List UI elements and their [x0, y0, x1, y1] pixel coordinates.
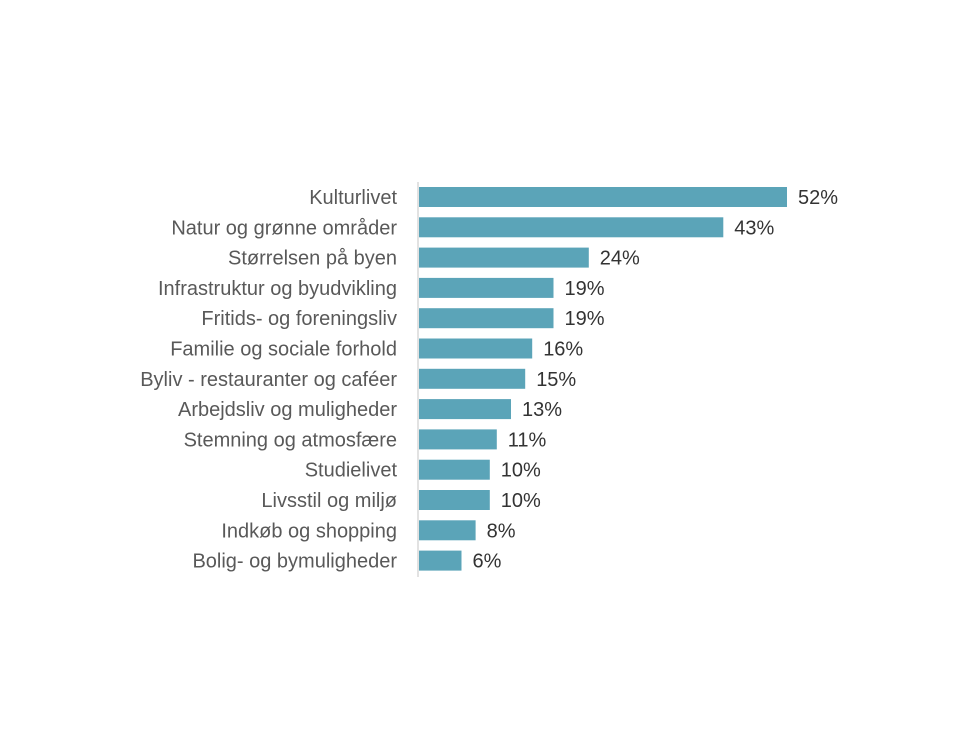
category-label: Familie og sociale forhold [170, 339, 397, 361]
value-label: 11% [508, 429, 547, 451]
category-label: Indkøb og shopping [221, 520, 397, 542]
value-label: 15% [536, 369, 576, 391]
category-label: Bolig- og bymuligheder [192, 551, 397, 573]
category-label: Livsstil og miljø [261, 490, 397, 512]
category-label: Arbejdsliv og muligheder [178, 399, 397, 421]
value-label: 19% [565, 308, 605, 330]
category-label: Studielivet [305, 460, 398, 482]
value-label: 52% [798, 187, 838, 209]
bar [419, 247, 589, 268]
category-label: Stemning og atmosfære [184, 429, 397, 451]
bar [419, 217, 724, 238]
category-label: Byliv - restauranter og caféer [140, 369, 397, 391]
value-label: 16% [543, 339, 583, 361]
category-label: Størrelsen på byen [228, 248, 397, 270]
category-label: Kulturlivet [309, 187, 397, 209]
bar [419, 308, 554, 329]
bar [419, 338, 533, 359]
bar [419, 399, 511, 420]
value-label: 19% [565, 278, 605, 300]
value-label: 8% [487, 520, 516, 542]
bar [419, 520, 476, 541]
bar [419, 277, 554, 298]
bar [419, 368, 526, 389]
bar [419, 429, 497, 450]
bars-layer: Kulturlivet 52% Natur og grønne områder 43%… [140, 187, 838, 573]
category-label: Infrastruktur og byudvikling [158, 278, 397, 300]
bar [419, 490, 490, 510]
bar [419, 550, 462, 571]
bar [419, 459, 490, 480]
value-label: 24% [600, 248, 640, 270]
value-label: 13% [522, 399, 562, 421]
category-label: Natur og grønne områder [171, 217, 397, 239]
value-label: 43% [734, 217, 774, 239]
value-label: 10% [501, 490, 541, 512]
value-label: 6% [473, 551, 502, 573]
category-label: Fritids- og foreningsliv [201, 308, 397, 330]
bar [419, 187, 787, 207]
value-label: 10% [501, 460, 541, 482]
